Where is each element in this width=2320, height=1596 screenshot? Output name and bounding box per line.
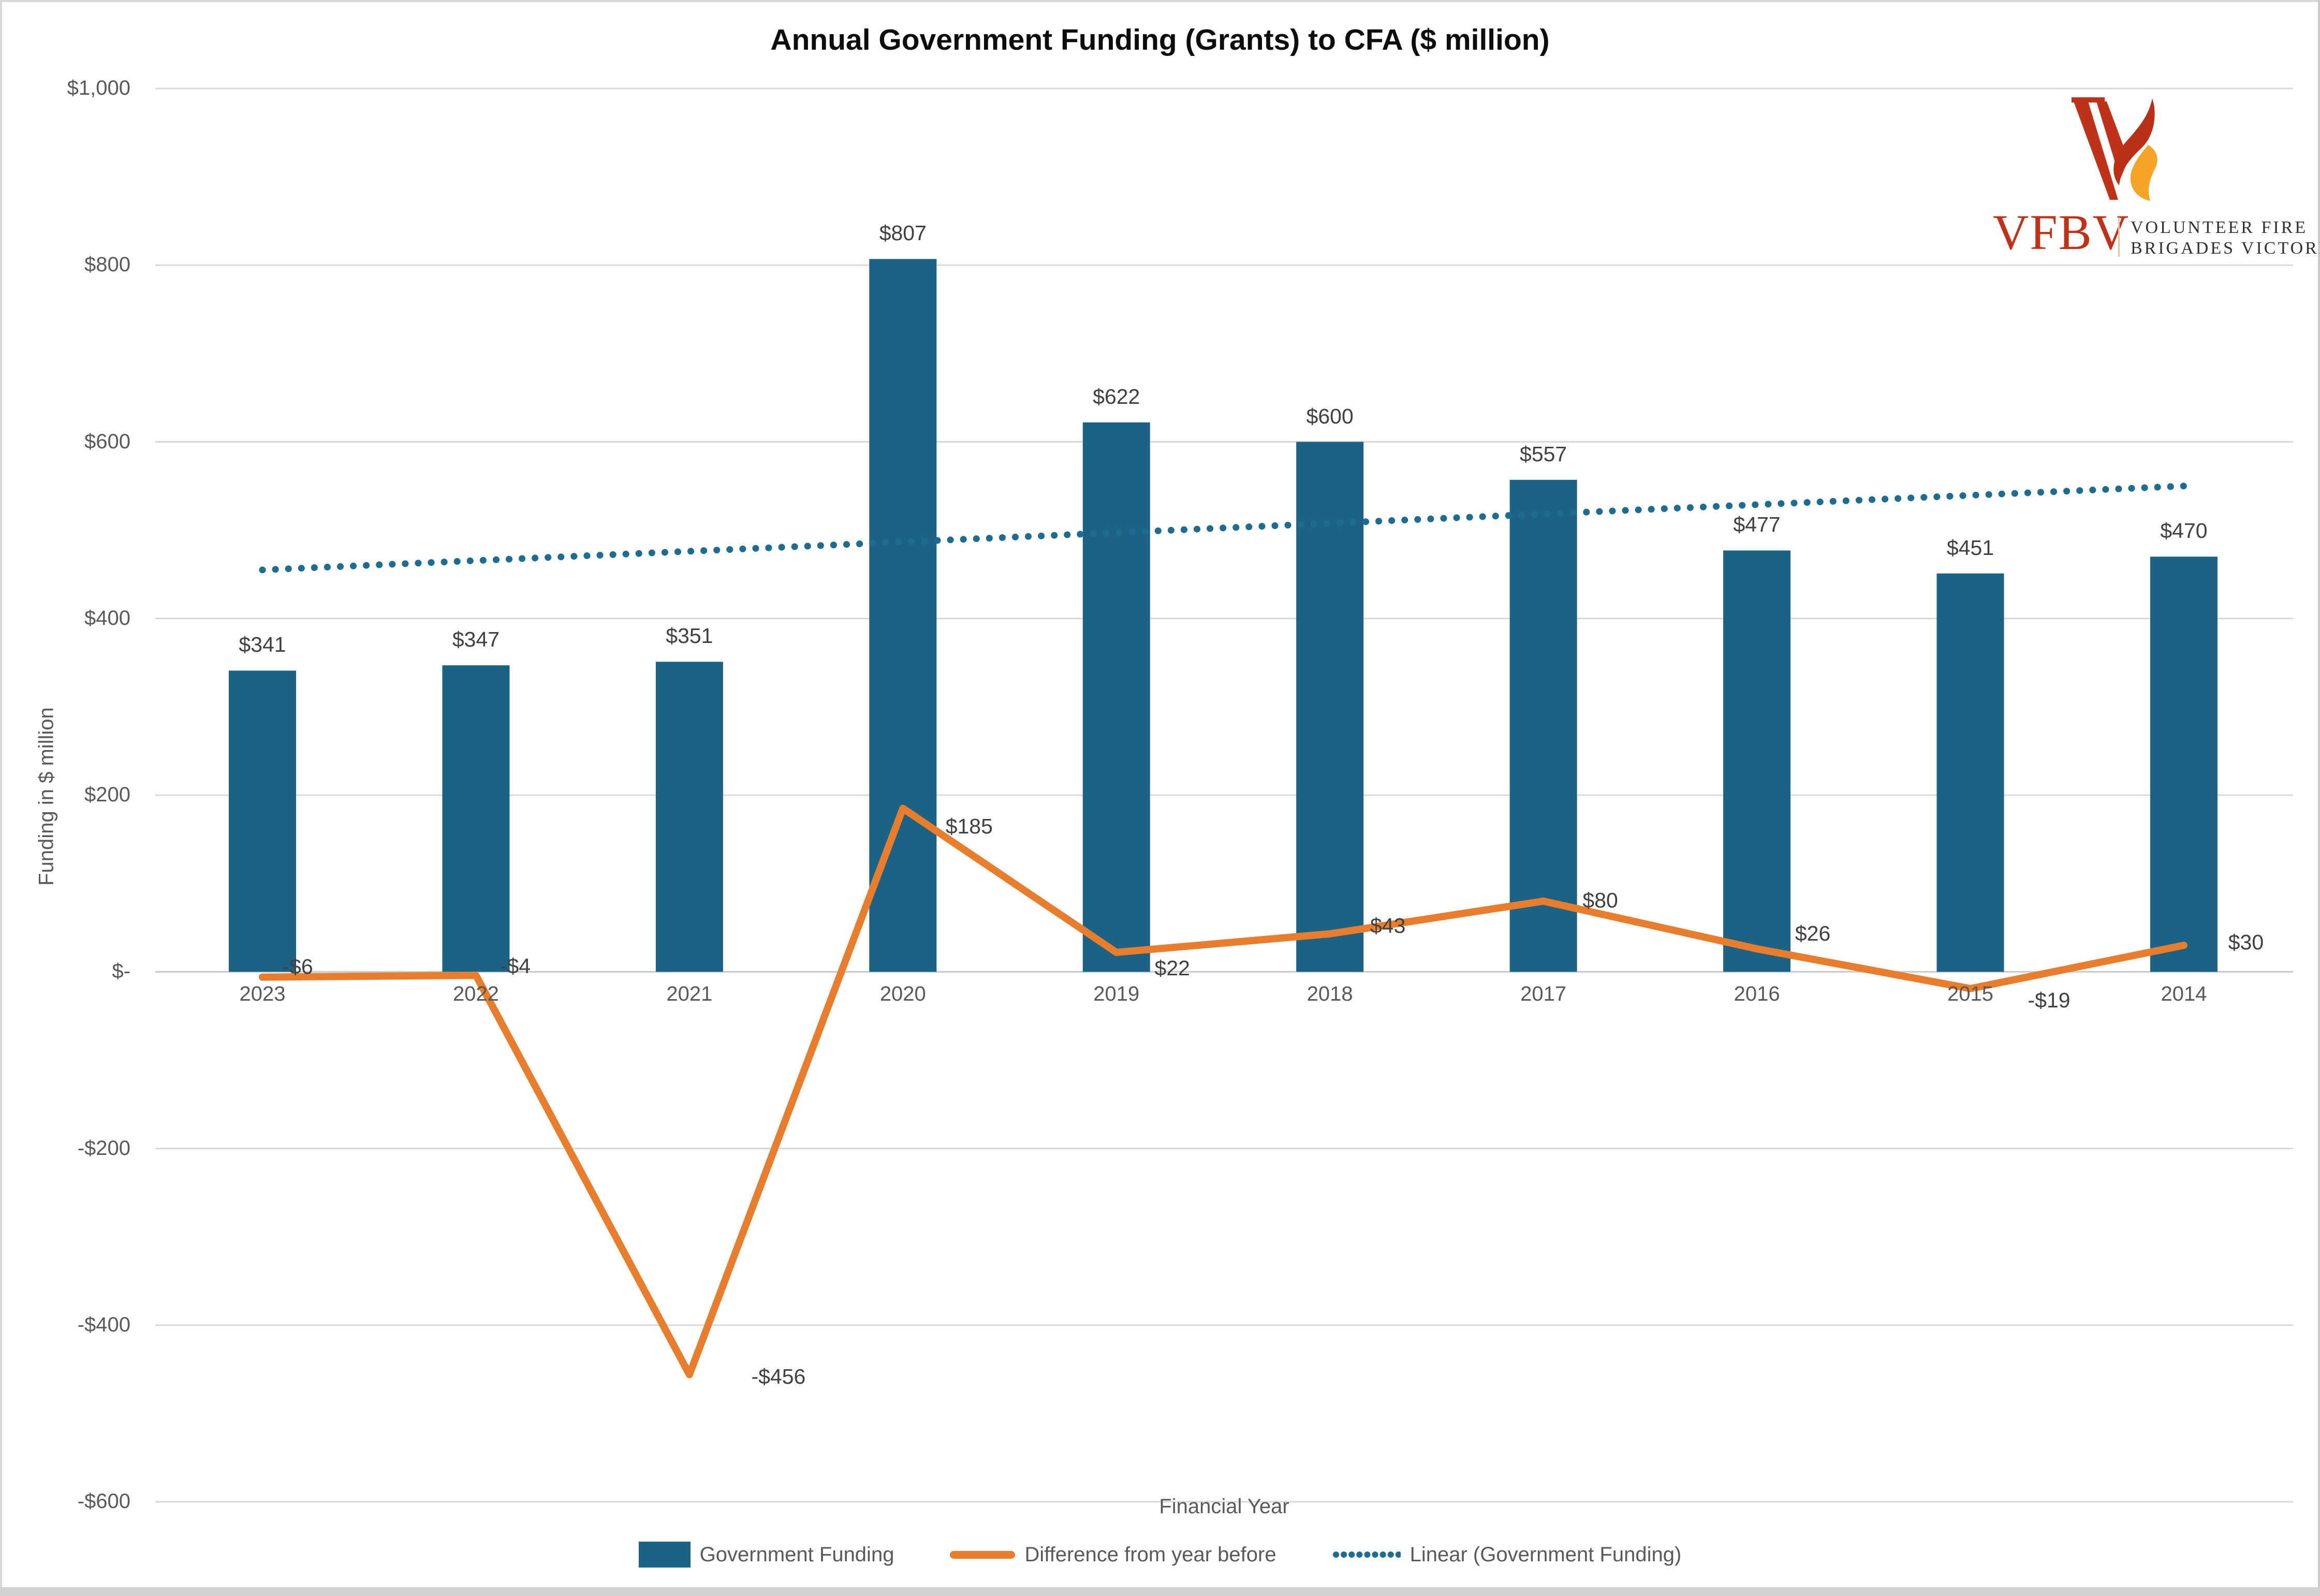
frame-border-top [0, 0, 2320, 2]
y-tick-label: $- [112, 960, 130, 983]
vfbv-wordmark: VFBV [1993, 204, 2130, 260]
difference-line[interactable] [259, 804, 2187, 1379]
x-axis-title: Financial Year [1159, 1495, 1289, 1518]
y-tick-label: $1,000 [67, 77, 130, 99]
difference-value-label: -$4 [500, 954, 531, 978]
dotted-line-swatch-icon [1332, 1551, 1401, 1558]
bar-value-label: $477 [1733, 513, 1781, 537]
bar-2022[interactable] [442, 665, 510, 972]
difference-value-label: $43 [1370, 913, 1406, 938]
vfbv-flame-v-icon [2072, 97, 2157, 201]
x-tick-label-2015: 2015 [1947, 983, 1993, 1005]
bar-2014[interactable] [2150, 557, 2218, 972]
y-tick-label: -$200 [77, 1136, 130, 1160]
logo-divider [2118, 217, 2120, 257]
frame-border-left [0, 0, 2, 1596]
y-tick-label: $200 [84, 783, 130, 806]
difference-value-label: -$456 [751, 1365, 806, 1389]
y-tick-label: $600 [84, 430, 130, 453]
x-tick-label-2020: 2020 [879, 983, 926, 1005]
y-axis-title: Funding in $ million [35, 707, 58, 886]
linear-trendline[interactable] [259, 482, 2187, 574]
bar-value-label: $600 [1306, 404, 1354, 428]
bar-value-label: $622 [1093, 384, 1140, 408]
bar-value-label: $470 [2160, 519, 2208, 543]
difference-value-label: $30 [2228, 930, 2264, 955]
x-tick-label-2019: 2019 [1093, 983, 1140, 1005]
y-tick-label: -$600 [77, 1490, 130, 1513]
bar-value-label: $347 [452, 627, 500, 652]
bar-2023[interactable] [229, 670, 296, 972]
bar-2016[interactable] [1723, 550, 1791, 972]
bar-value-label: $557 [1520, 442, 1567, 466]
difference-value-label: -$6 [282, 955, 313, 979]
bar-2020[interactable] [869, 259, 937, 972]
legend: Government Funding Difference from year … [0, 1542, 2320, 1568]
x-tick-label-2014: 2014 [2161, 983, 2207, 1005]
logo-org-name: VOLUNTEER FIRE BRIGADES VICTORIA [2131, 217, 2320, 259]
x-tick-label-2021: 2021 [666, 983, 713, 1005]
legend-item-linear-trend[interactable]: Linear (Government Funding) [1332, 1543, 1682, 1566]
y-tick-label: $800 [84, 253, 130, 276]
difference-value-label: -$19 [2028, 988, 2071, 1012]
x-tick-label-2016: 2016 [1734, 983, 1780, 1005]
bar-2015[interactable] [1936, 573, 2004, 972]
bar-2018[interactable] [1296, 442, 1364, 972]
window-bottom-strip[interactable] [0, 1587, 2320, 1596]
legend-label: Difference from year before [1024, 1543, 1276, 1566]
line-swatch-icon [950, 1550, 1016, 1559]
x-tick-label-2022: 2022 [452, 983, 499, 1005]
y-tick-label: -$400 [77, 1313, 130, 1336]
logo-org-name-line2: BRIGADES VICTORIA [2131, 239, 2320, 258]
vfbv-logo: VFBV VOLUNTEER FIRE BRIGADES VICTORIA [1988, 93, 2320, 264]
bar-value-label: $351 [666, 624, 713, 648]
legend-label: Linear (Government Funding) [1409, 1543, 1682, 1566]
chart-title: Annual Government Funding (Grants) to CF… [770, 23, 1550, 56]
difference-value-label: $26 [1795, 921, 1831, 945]
difference-value-label: $80 [1582, 888, 1618, 912]
legend-label: Government Funding [699, 1543, 894, 1566]
bar-value-label: $341 [239, 633, 286, 657]
x-tick-label-2023: 2023 [239, 983, 286, 1005]
bar-2019[interactable] [1082, 422, 1150, 972]
legend-item-government-funding[interactable]: Government Funding [638, 1542, 894, 1568]
bar-swatch-icon [638, 1542, 691, 1568]
frame-border-right [2318, 0, 2320, 1596]
y-tick-label: $400 [84, 606, 130, 629]
difference-value-label: $185 [945, 814, 993, 838]
bar-value-label: $807 [879, 221, 927, 245]
x-tick-label-2017: 2017 [1520, 983, 1567, 1005]
x-tick-label-2018: 2018 [1306, 983, 1353, 1005]
difference-value-label: $22 [1154, 956, 1190, 980]
bar-value-label: $451 [1946, 535, 1994, 560]
logo-org-name-line1: VOLUNTEER FIRE [2131, 218, 2308, 237]
bar-2021[interactable] [655, 662, 723, 972]
legend-item-difference[interactable]: Difference from year before [950, 1543, 1276, 1566]
bar-2017[interactable] [1509, 479, 1577, 972]
